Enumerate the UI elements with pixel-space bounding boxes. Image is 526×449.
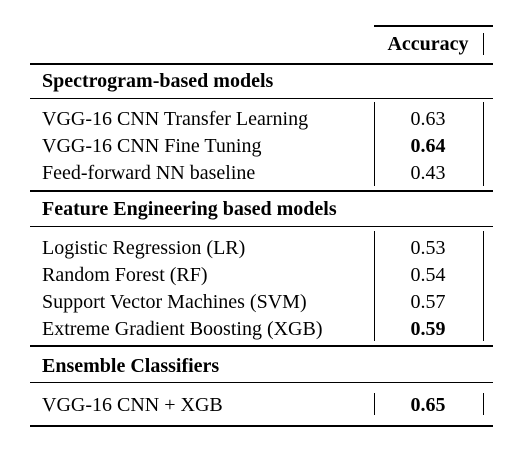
table-row-model: VGG-16 CNN + XGB bbox=[42, 394, 223, 416]
accuracy-column-header: Accuracy bbox=[387, 33, 469, 55]
table-row-model: VGG-16 CNN Transfer Learning bbox=[42, 108, 309, 130]
results-table: Accuracy Spectrogram-based models VGG-16… bbox=[30, 0, 493, 449]
table-row-accuracy: 0.59 bbox=[410, 318, 446, 340]
section-2-title-rule bbox=[30, 226, 493, 227]
table-row-accuracy: 0.53 bbox=[410, 237, 446, 259]
table-row-model: Logistic Regression (LR) bbox=[42, 237, 246, 259]
section-2-right-rule bbox=[483, 231, 485, 341]
section-2-left-rule bbox=[374, 231, 376, 341]
section-title-spectrogram: Spectrogram-based models bbox=[42, 70, 274, 92]
section-3-top-rule bbox=[30, 345, 493, 347]
header-right-rule bbox=[483, 33, 485, 55]
section-1-left-rule bbox=[374, 102, 376, 186]
table-bottom-rule bbox=[30, 425, 493, 427]
table-row-accuracy: 0.64 bbox=[410, 135, 446, 157]
table-row-accuracy: 0.57 bbox=[410, 291, 446, 313]
table-row-model: Feed-forward NN baseline bbox=[42, 162, 256, 184]
section-3-right-rule bbox=[483, 393, 485, 415]
table-row-accuracy: 0.54 bbox=[410, 264, 446, 286]
section-3-left-rule bbox=[374, 393, 376, 415]
section-title-feature-engineering: Feature Engineering based models bbox=[42, 198, 337, 220]
section-2-top-rule bbox=[30, 190, 493, 192]
header-top-rule bbox=[374, 25, 493, 27]
table-row-model: VGG-16 CNN Fine Tuning bbox=[42, 135, 262, 157]
section-3-title-rule bbox=[30, 382, 493, 383]
table-row-accuracy: 0.65 bbox=[410, 394, 446, 416]
section-1-right-rule bbox=[483, 102, 485, 186]
section-1-title-rule bbox=[30, 98, 493, 99]
section-title-ensemble: Ensemble Classifiers bbox=[42, 355, 220, 377]
table-row-accuracy: 0.63 bbox=[410, 108, 446, 130]
header-bottom-rule bbox=[30, 63, 493, 65]
table-row-model: Support Vector Machines (SVM) bbox=[42, 291, 307, 313]
table-row-accuracy: 0.43 bbox=[410, 162, 446, 184]
table-row-model: Random Forest (RF) bbox=[42, 264, 208, 286]
table-row-model: Extreme Gradient Boosting (XGB) bbox=[42, 318, 323, 340]
